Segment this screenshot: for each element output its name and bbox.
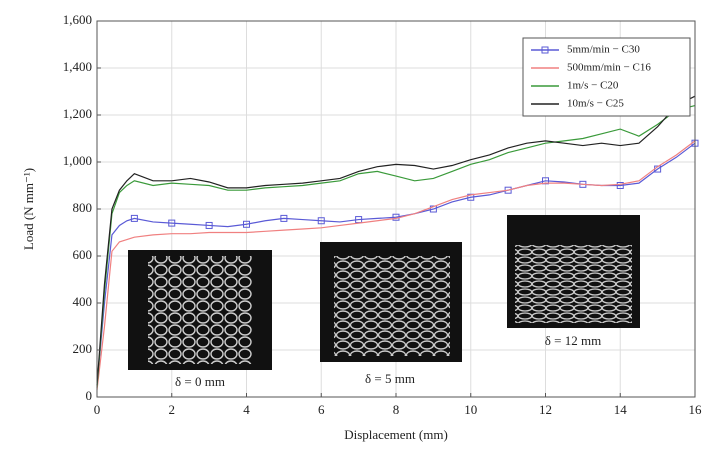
y-tick-label: 600 (73, 247, 93, 262)
y-tick-label: 200 (73, 341, 93, 356)
inset-lattice (334, 256, 450, 356)
x-tick-label: 8 (393, 402, 400, 417)
legend-label: 500mm/min − C16 (567, 62, 651, 74)
chart: Displacement (mm) Load (N mm⁻¹) 0 200 400 6… (0, 0, 710, 445)
y-axis-label: Load (N mm⁻¹) (21, 168, 36, 250)
inset-lattice (515, 245, 632, 323)
x-tick-label: 0 (94, 402, 101, 417)
legend-label: 5mm/min − C30 (567, 44, 640, 56)
x-tick-label: 6 (318, 402, 325, 417)
legend-label: 10m/s − C25 (567, 98, 624, 110)
x-tick-label: 2 (169, 402, 176, 417)
y-tick-label: 1,600 (63, 12, 92, 27)
legend: 5mm/min − C30 500mm/min − C16 1m/s − C20 10… (523, 38, 690, 116)
x-axis-label: Displacement (mm) (344, 427, 448, 442)
x-tick-label: 4 (243, 402, 250, 417)
y-tick-label: 400 (73, 294, 93, 309)
y-tick-label: 1,400 (63, 59, 92, 74)
y-tick-label: 1,000 (63, 153, 92, 168)
x-tick-label: 14 (614, 402, 628, 417)
legend-label: 1m/s − C20 (567, 80, 619, 92)
x-tick-label: 10 (464, 402, 477, 417)
annotation: δ = 0 mm (175, 374, 225, 389)
annotation: δ = 5 mm (365, 371, 415, 386)
annotation: δ = 12 mm (545, 333, 601, 348)
x-tick-label: 12 (539, 402, 552, 417)
y-tick-label: 800 (73, 200, 93, 215)
x-tick-label: 16 (689, 402, 703, 417)
inset-lattice (148, 256, 252, 364)
y-tick-label: 0 (86, 388, 93, 403)
y-tick-label: 1,200 (63, 106, 92, 121)
